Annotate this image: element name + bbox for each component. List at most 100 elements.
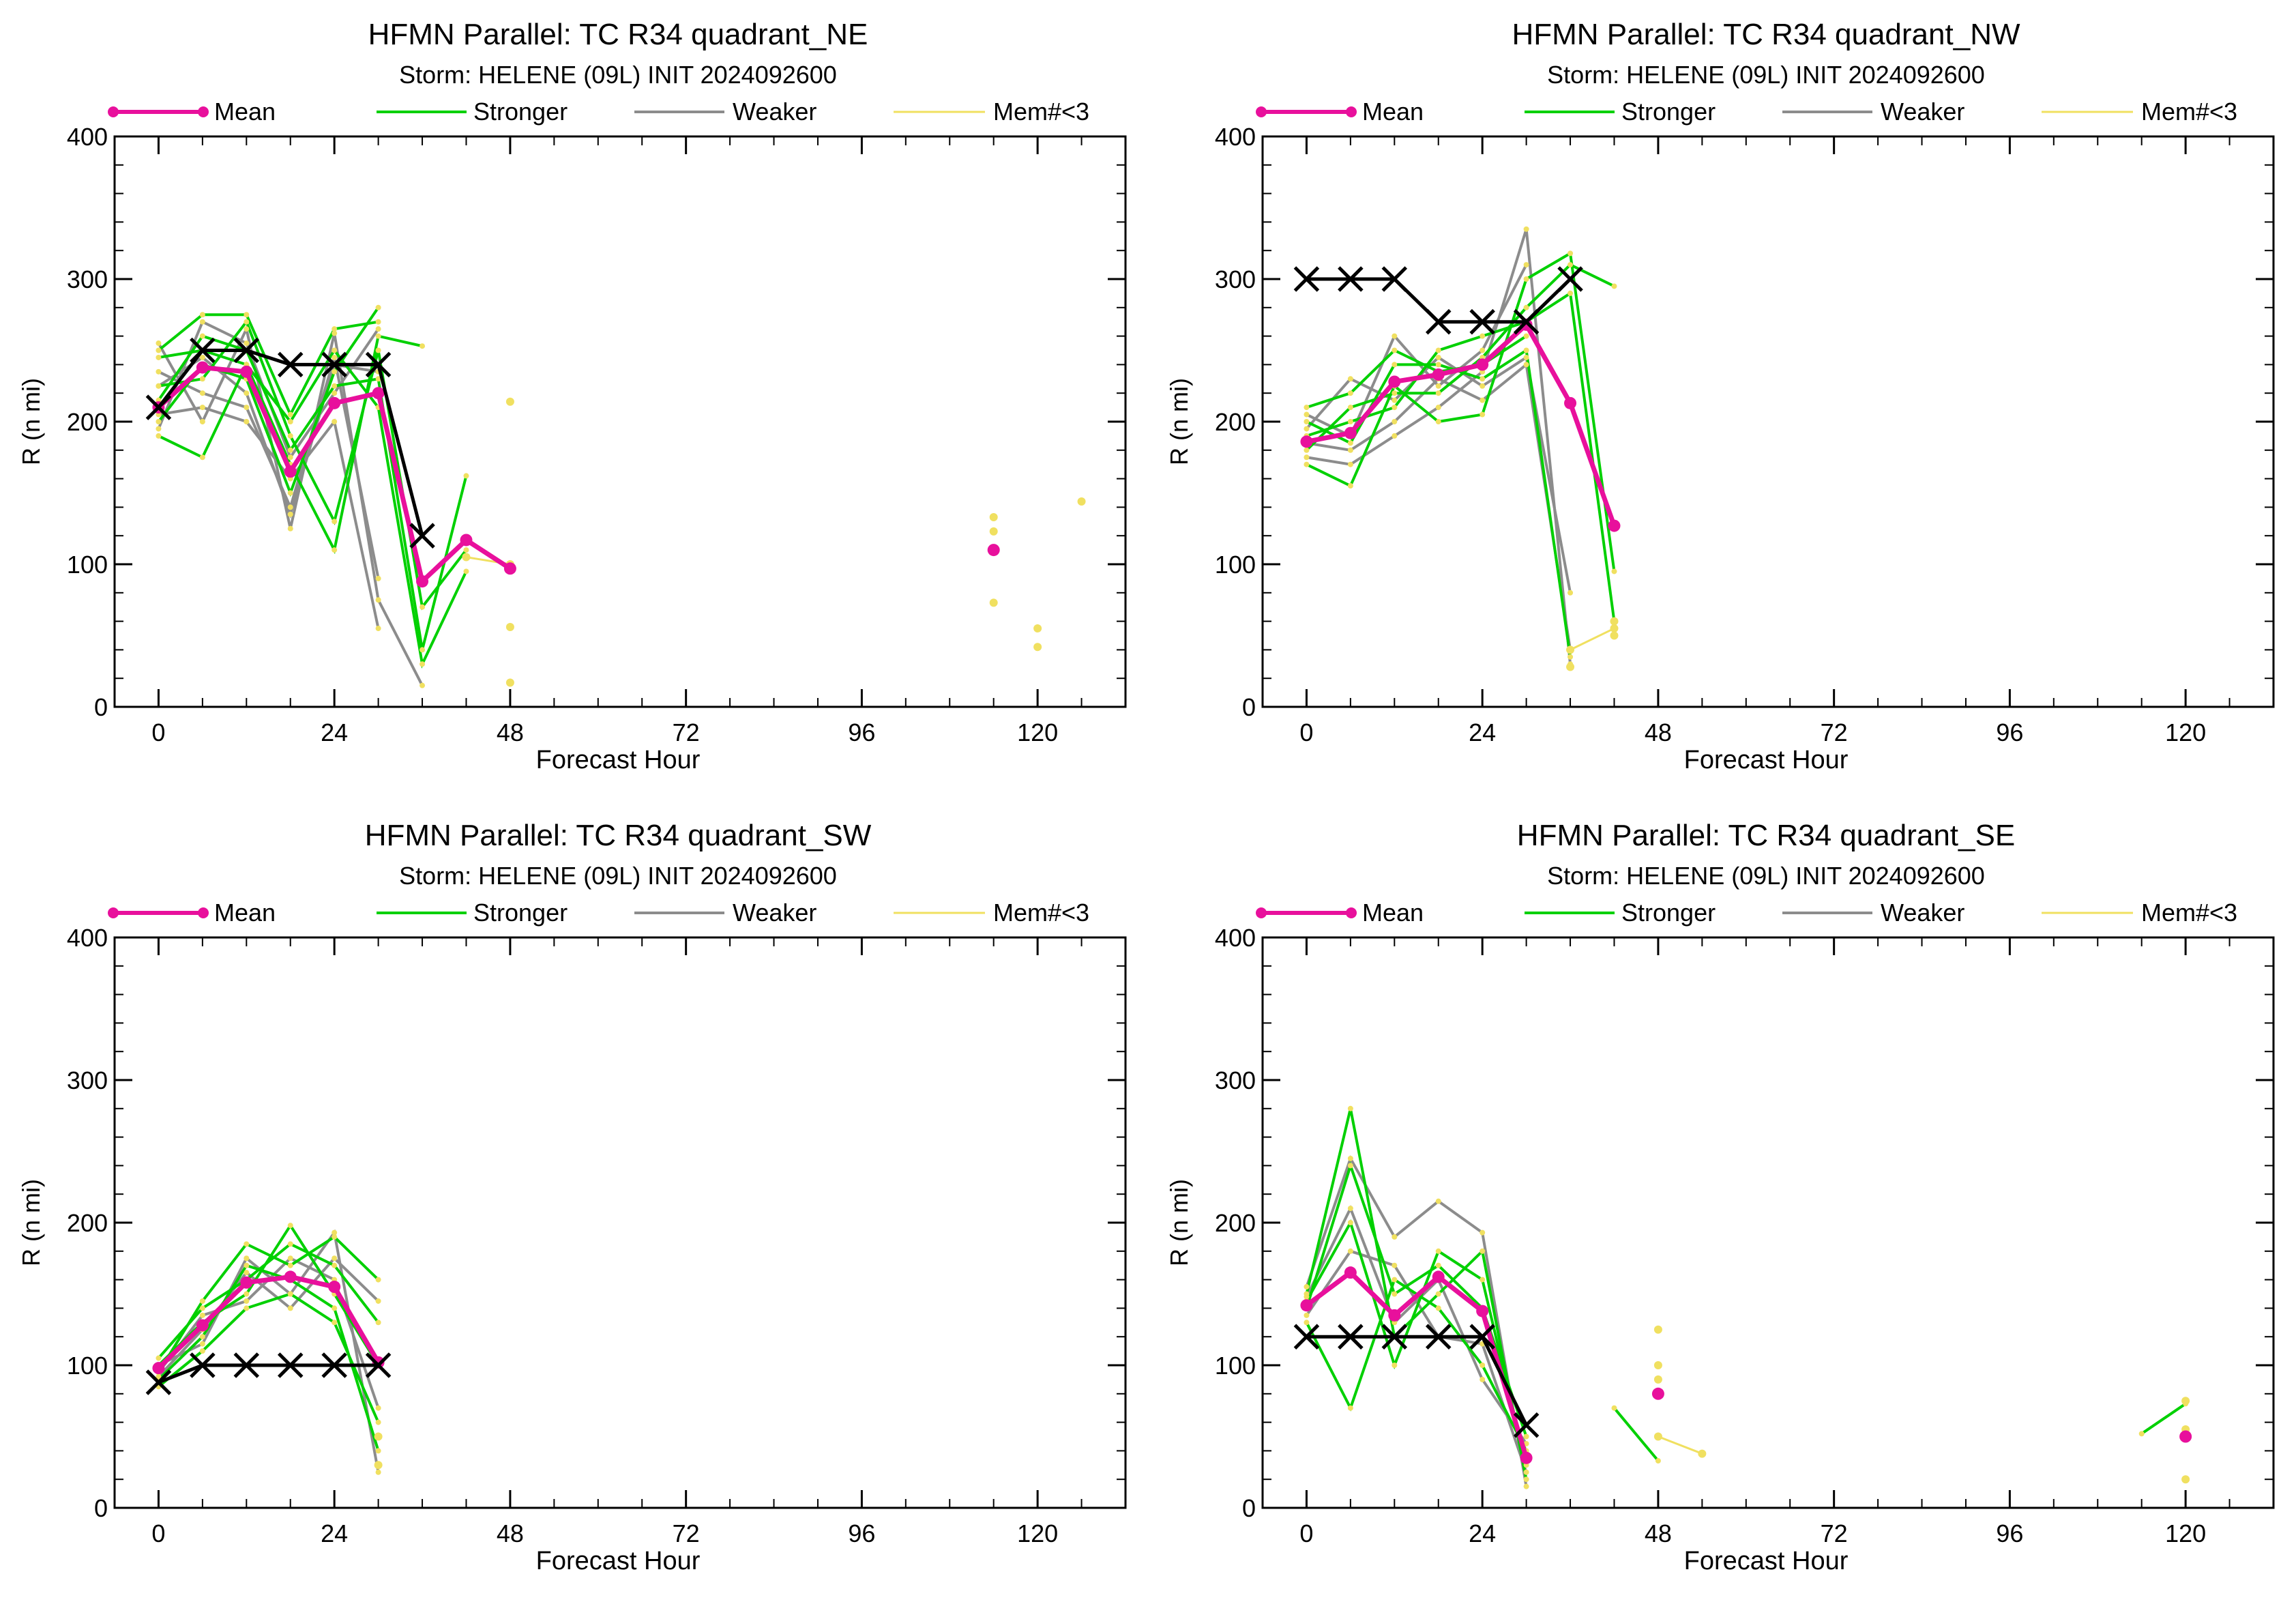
member-point — [1480, 347, 1486, 353]
stronger-member-line — [1306, 291, 1616, 622]
member-point — [1304, 461, 1310, 467]
legend-mean-label: Mean — [214, 98, 276, 126]
member-point — [1480, 397, 1486, 403]
member-point — [2183, 1401, 2189, 1407]
x-tick-label: 48 — [497, 1519, 524, 1547]
member-point — [156, 368, 162, 375]
few-member-line — [1658, 1436, 1703, 1455]
mean-point — [2179, 1430, 2192, 1443]
stronger-member-line — [158, 313, 379, 418]
x-tick-label: 72 — [673, 1519, 700, 1547]
stronger-member-line — [157, 334, 468, 650]
y-tick-label: 400 — [1215, 924, 1256, 952]
member-point — [1480, 376, 1486, 382]
member-point — [1435, 1262, 1441, 1268]
y-axis-label: R (n mi) — [1165, 1179, 1193, 1266]
member-point — [1523, 1483, 1529, 1489]
member-point — [1523, 226, 1529, 232]
member-point — [463, 547, 469, 553]
member-point — [156, 340, 162, 347]
few-member-point — [989, 598, 998, 607]
x-axis-label: Forecast Hour — [536, 746, 701, 774]
few-member-point — [989, 527, 998, 536]
member-point — [287, 525, 293, 531]
member-point — [1347, 1105, 1353, 1111]
member-point — [332, 390, 338, 396]
member-point — [375, 575, 381, 581]
member-point — [1392, 1234, 1398, 1240]
member-point — [375, 1277, 381, 1283]
member-point — [1392, 1277, 1398, 1283]
legend: Mean Stronger Weaker Mem#<3 — [1256, 98, 2237, 126]
mean-point — [416, 575, 429, 588]
member-point — [1392, 333, 1398, 339]
mean-point — [1344, 426, 1357, 439]
mean-point — [1300, 1299, 1313, 1312]
x-tick-label: 48 — [1645, 1519, 1672, 1547]
member-point — [287, 511, 293, 517]
observed-line — [158, 1363, 379, 1384]
member-point — [332, 1234, 338, 1240]
legend: Mean Stronger Weaker Mem#<3 — [1256, 899, 2237, 927]
few-member-point — [505, 678, 514, 687]
x-tick-label: 120 — [1017, 1519, 1058, 1547]
member-point — [1568, 250, 1574, 257]
member-point — [375, 333, 381, 339]
member-point — [375, 626, 381, 632]
member-point — [1523, 354, 1529, 360]
member-point — [1304, 1284, 1310, 1290]
member-point — [199, 405, 205, 411]
member-point — [1392, 419, 1398, 424]
member-point — [1392, 1291, 1398, 1297]
observed-marker — [1557, 266, 1583, 292]
mean-point — [372, 387, 385, 400]
member-point — [420, 343, 426, 349]
x-tick-label: 120 — [1017, 718, 1058, 746]
member-point — [199, 333, 205, 339]
member-point — [1480, 411, 1486, 418]
legend-mean-marker — [108, 907, 119, 918]
mean-point — [328, 1281, 341, 1294]
member-point — [1392, 347, 1398, 353]
member-point — [287, 433, 293, 439]
member-point — [420, 682, 426, 688]
member-point — [1435, 347, 1441, 353]
few-member-point — [505, 397, 514, 406]
chart-title: HFMN Parallel: TC R34 quadrant_NW — [1512, 18, 2020, 51]
member-point — [287, 411, 293, 418]
y-tick-label: 400 — [67, 924, 108, 952]
stronger-member-line — [157, 1242, 380, 1359]
member-point — [244, 1255, 250, 1262]
member-point — [287, 1241, 293, 1247]
member-point — [1480, 1376, 1486, 1382]
x-tick-label: 96 — [848, 1519, 875, 1547]
x-tick-label: 120 — [2165, 718, 2206, 746]
mean-line — [156, 1274, 381, 1370]
member-point — [244, 1270, 250, 1276]
mean-point — [1608, 519, 1621, 532]
member-point — [375, 319, 381, 325]
member-point — [375, 347, 381, 353]
member-point — [375, 326, 381, 332]
chart-subtitle: Storm: HELENE (09L) INIT 2024092600 — [1547, 61, 1985, 89]
weaker-member-line — [158, 406, 380, 629]
member-point — [287, 454, 293, 461]
x-axis-label: Forecast Hour — [536, 1547, 701, 1575]
x-tick-label: 120 — [2165, 1519, 2206, 1547]
observed-marker — [277, 351, 304, 378]
member-point — [287, 1305, 293, 1311]
member-point — [1347, 1220, 1353, 1225]
few-member-point — [2181, 1475, 2190, 1484]
chart-subtitle: Storm: HELENE (09L) INIT 2024092600 — [399, 61, 837, 89]
member-point — [1347, 1405, 1353, 1411]
observed-marker — [1513, 1412, 1540, 1438]
member-point — [1480, 1248, 1486, 1254]
member-point — [244, 1298, 250, 1304]
member-point — [375, 1298, 381, 1304]
observed-marker — [409, 523, 435, 549]
x-tick-label: 0 — [1299, 1519, 1313, 1547]
member-point — [287, 1223, 293, 1229]
member-point — [156, 383, 162, 389]
member-point — [1304, 419, 1310, 424]
mean-point — [1476, 1305, 1489, 1317]
